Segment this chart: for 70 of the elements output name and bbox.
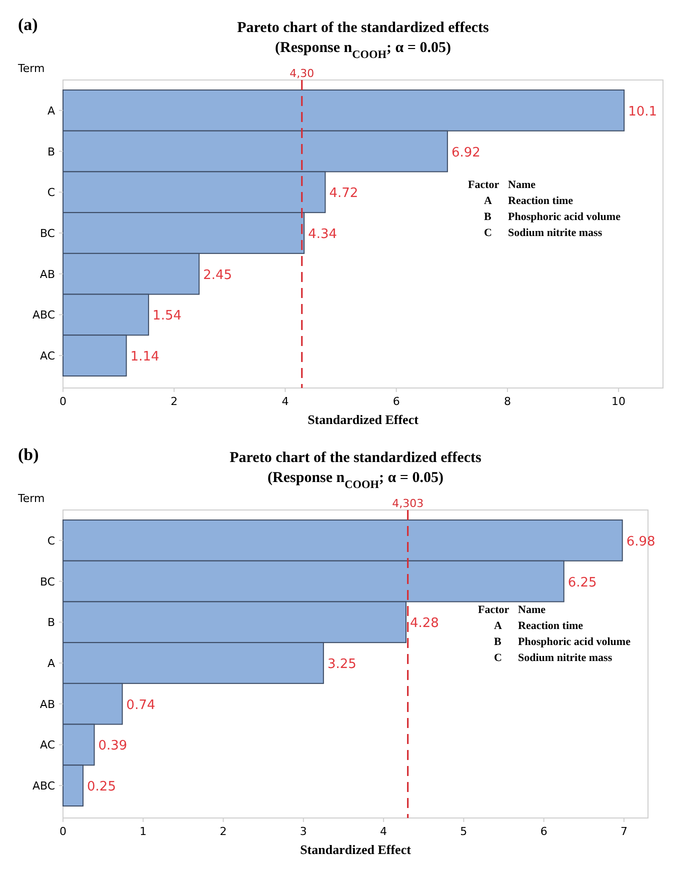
y-tick-label: AB xyxy=(40,698,55,711)
data-label: 4.34 xyxy=(308,227,338,242)
annotation: Name xyxy=(518,604,546,616)
annotation: B xyxy=(494,636,502,648)
y-tick-label: AC xyxy=(40,738,56,752)
y-tick-label: ABC xyxy=(32,780,56,793)
chart-subtitle: (Response n$_{COOH}$; α = 0.05) xyxy=(275,40,451,61)
x-axis-title: Standardized Effect xyxy=(308,412,420,427)
annotation: Reaction time xyxy=(508,195,574,207)
ref-line-label: 4,303 xyxy=(392,497,424,510)
y-tick-label: A xyxy=(47,104,56,118)
annotation: C xyxy=(484,227,492,239)
chart-title: Pareto chart of the standardized effects xyxy=(237,20,490,36)
x-tick-label: 4 xyxy=(282,395,289,408)
annotation: C xyxy=(494,652,502,664)
x-tick-label: 6 xyxy=(540,825,548,838)
ref-line-label: 4,30 xyxy=(290,67,314,80)
data-label: 0.74 xyxy=(126,698,156,713)
data-label: 10.1 xyxy=(628,104,658,120)
x-tick-label: 0 xyxy=(60,825,66,838)
y-tick-label: AC xyxy=(40,350,56,363)
annotation: B xyxy=(484,211,492,223)
x-axis-title: Standardized Effect xyxy=(300,842,412,857)
annotation: Sodium nitrite mass xyxy=(508,227,603,239)
data-label: 6.25 xyxy=(568,575,597,590)
y-tick-label: A xyxy=(47,657,56,670)
data-label: 4.28 xyxy=(410,616,439,632)
data-label: 3.25 xyxy=(327,657,356,672)
data-label: 2.45 xyxy=(203,268,232,283)
annotation: A xyxy=(494,620,502,632)
y-tick-label: ABC xyxy=(32,308,56,322)
x-tick-label: 3 xyxy=(300,825,307,838)
data-label: 0.39 xyxy=(98,738,128,754)
x-tick-label: 2 xyxy=(170,395,178,408)
y-tick-label: B xyxy=(47,145,55,158)
y-tick-label: C xyxy=(47,186,56,200)
x-tick-label: 2 xyxy=(220,825,227,838)
chart-subtitle: (Response n$_{COOH}$; α = 0.05) xyxy=(268,470,444,491)
y-tick-label: B xyxy=(47,616,55,630)
annotation: Reaction time xyxy=(518,620,584,632)
annotation: Phosphoric acid volume xyxy=(508,211,621,223)
data-label: 1.14 xyxy=(130,350,160,365)
x-tick-label: 1 xyxy=(140,825,147,838)
x-tick-label: 8 xyxy=(504,395,511,408)
chart-title: Pareto chart of the standardized effects xyxy=(230,450,482,466)
y-tick-label: C xyxy=(47,534,56,548)
y-tick-label: AB xyxy=(40,268,55,281)
annotation: Factor xyxy=(468,179,500,191)
x-tick-label: 5 xyxy=(460,825,468,838)
y-axis-title: Term xyxy=(17,62,45,75)
x-tick-label: 4 xyxy=(380,825,388,838)
x-tick-label: 10 xyxy=(612,395,626,408)
y-tick-label: BC xyxy=(40,227,56,240)
annotation: Factor xyxy=(478,604,510,616)
text: (a) xyxy=(18,15,38,34)
annotation: Sodium nitrite mass xyxy=(518,652,613,664)
data-label: 1.54 xyxy=(152,308,182,324)
annotation: A xyxy=(484,195,492,207)
x-tick-label: 0 xyxy=(60,395,66,408)
data-label: 4.72 xyxy=(329,186,358,202)
text: (b) xyxy=(18,445,39,464)
y-axis-title: Term xyxy=(17,492,45,505)
x-tick-label: 7 xyxy=(620,825,628,838)
data-label: 6.92 xyxy=(451,145,480,160)
x-tick-label: 6 xyxy=(392,395,400,408)
data-label: 0.25 xyxy=(87,780,116,795)
data-label: 6.98 xyxy=(626,534,656,550)
annotation: Name xyxy=(508,179,536,191)
annotation: Phosphoric acid volume xyxy=(518,636,631,648)
y-tick-label: BC xyxy=(40,575,56,588)
